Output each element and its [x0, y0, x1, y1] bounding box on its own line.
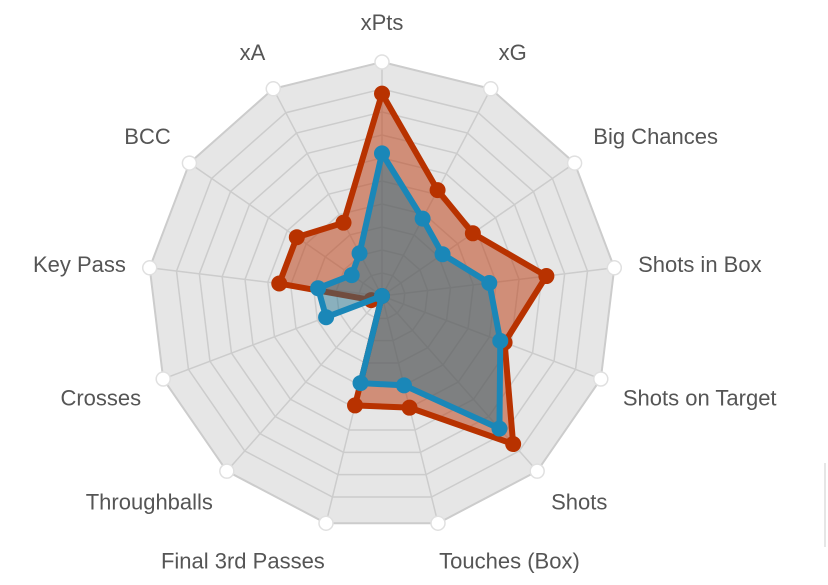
grid-spoke	[226, 295, 383, 472]
axis-label: xA	[240, 40, 266, 65]
axis-end-dot	[606, 260, 623, 276]
axis-end-dot	[566, 155, 583, 171]
axis-label: xPts	[361, 10, 404, 35]
edge-divider	[824, 463, 826, 547]
series-2-point	[374, 288, 390, 304]
axis-end-dot	[374, 54, 390, 70]
axis-label: Crosses	[60, 386, 141, 411]
axis-labels: xPts xG Big Chances Shots in Box Shots on Ta…	[33, 10, 777, 573]
radar-series	[271, 85, 555, 453]
series-2-point	[414, 210, 431, 227]
series-2-point	[352, 375, 369, 392]
series-2-point	[351, 245, 368, 262]
series-1-point	[464, 225, 481, 242]
series-1-point	[271, 275, 288, 292]
series-2-point	[318, 309, 335, 326]
axis-label: Shots in Box	[638, 252, 762, 277]
series-1-point	[335, 214, 352, 231]
grid-ring	[175, 88, 589, 498]
series-2-point	[310, 280, 327, 297]
series-1-point	[401, 399, 418, 416]
series-1	[271, 85, 555, 453]
axis-end-dot	[482, 81, 499, 97]
axis-label: Shots	[551, 490, 607, 515]
axis-end-dot	[219, 463, 235, 479]
grid-ring	[244, 157, 520, 431]
series-2-point	[492, 332, 509, 349]
series-1-point	[347, 397, 364, 414]
axis-label: xG	[499, 40, 527, 65]
axis-label: Big Chances	[593, 124, 718, 149]
axis-end-dot	[265, 81, 282, 97]
axis-label: Throughballs	[86, 490, 213, 515]
axis-label: Shots on Target	[623, 386, 777, 411]
axis-end-dot	[155, 371, 171, 387]
series-2-point	[491, 420, 508, 437]
axis-end-dot	[318, 515, 334, 531]
series-2-point	[396, 377, 413, 394]
grid-ring	[221, 134, 543, 454]
series-1-point	[429, 182, 446, 199]
axis-end-dot	[141, 260, 158, 276]
axis-end-dot	[593, 371, 609, 387]
axis-label: Final 3rd Passes	[161, 548, 325, 573]
axis-end-dot	[181, 155, 198, 171]
series-2-point	[434, 246, 451, 263]
series-1-point	[505, 436, 522, 453]
series-1-point	[538, 268, 555, 285]
series-2-point	[481, 274, 498, 291]
axis-label: Key Pass	[33, 252, 126, 277]
grid-ring	[198, 111, 566, 476]
series-2	[310, 145, 509, 437]
axis-label: BCC	[124, 124, 171, 149]
axis-end-dot	[430, 515, 446, 531]
series-1-area	[275, 86, 551, 449]
series-2-point	[374, 145, 390, 162]
axis-end-dot	[529, 463, 545, 479]
axis-label: Touches (Box)	[439, 548, 580, 573]
series-1-point	[374, 85, 390, 102]
series-1-point	[288, 229, 305, 246]
series-2-point	[343, 267, 360, 284]
